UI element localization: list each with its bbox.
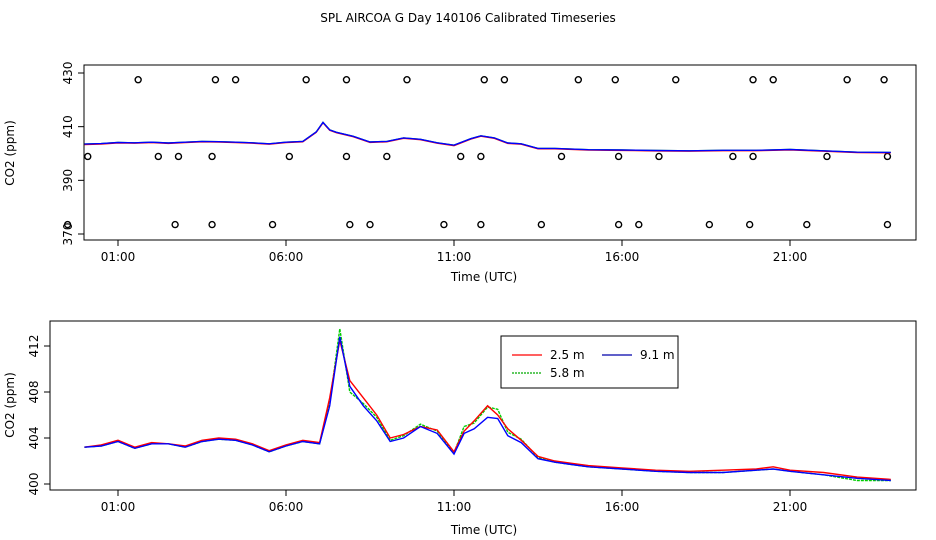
calibration-point xyxy=(672,76,680,84)
calibration-point xyxy=(480,76,488,84)
calibration-point xyxy=(574,76,583,84)
series-line-9-1--m xyxy=(84,336,891,482)
calibration-point xyxy=(366,220,374,229)
bottom-x-tick-label: 21:00 xyxy=(773,500,808,514)
calibration-point xyxy=(557,152,566,161)
top-x-tick-label: 11:00 xyxy=(437,250,472,264)
top-x-axis: 01:00 06:00 11:00 16:00 21:00 xyxy=(101,240,808,264)
calibration-point xyxy=(500,76,509,84)
calibration-point xyxy=(84,152,92,161)
calibration-point xyxy=(823,152,831,161)
legend-label-2-5m: 2.5 m xyxy=(550,348,585,362)
legend-label-9-1m: 9.1 m xyxy=(640,348,675,362)
calibration-point xyxy=(208,152,216,161)
legend: 2.5 m 9.1 m 5.8 m xyxy=(500,335,679,389)
calibration-point xyxy=(63,220,72,229)
top-x-tick-label: 21:00 xyxy=(773,250,808,264)
bottom-x-tick-label: 16:00 xyxy=(605,500,640,514)
calibration-point xyxy=(383,152,391,161)
calibration-panel: 370 390 410 430 01:00 06:00 11:00 16:00 21:00 T… xyxy=(3,62,917,284)
bottom-y-tick-label: 400 xyxy=(27,473,41,496)
calibration-point xyxy=(477,220,485,229)
bottom-y-tick-label: 404 xyxy=(27,427,41,450)
calibration-point xyxy=(285,152,294,161)
top-series-blue xyxy=(84,121,891,154)
top-x-tick-label: 16:00 xyxy=(605,250,640,264)
top-x-axis-title: Time (UTC) xyxy=(450,270,517,284)
series-line-5-8--m xyxy=(84,328,891,482)
bottom-y-axis: 400 404 408 412 xyxy=(27,335,50,496)
calibration-point xyxy=(403,76,411,84)
calibration-point xyxy=(302,76,310,84)
calibration-point xyxy=(803,220,811,229)
calibration-point xyxy=(440,220,448,229)
bottom-y-tick-label: 408 xyxy=(27,381,41,404)
calibration-point xyxy=(174,152,183,161)
top-y-axis: 370 390 410 430 xyxy=(61,62,84,246)
top-y-tick-label: 410 xyxy=(61,115,75,138)
calibration-point xyxy=(729,152,737,161)
series-line-2-5--m xyxy=(84,340,891,481)
calibration-point xyxy=(769,76,777,84)
calibration-point xyxy=(342,152,351,161)
calibration-point xyxy=(268,220,277,229)
calibration-point xyxy=(211,76,220,84)
calibration-point xyxy=(477,152,485,161)
calibration-point xyxy=(883,220,892,229)
calibration-point xyxy=(880,76,888,84)
calibration-point xyxy=(749,152,757,161)
calibration-point xyxy=(208,220,216,229)
calibration-point xyxy=(231,76,240,84)
top-co2-line xyxy=(84,121,891,154)
calibration-point xyxy=(134,76,142,84)
bottom-x-tick-label: 11:00 xyxy=(437,500,472,514)
bottom-x-tick-label: 06:00 xyxy=(269,500,304,514)
calibration-point xyxy=(537,220,546,229)
calibration-point xyxy=(655,152,663,161)
bottom-series-lines xyxy=(84,328,891,482)
calibration-point xyxy=(614,152,623,161)
bottom-y-axis-title: CO2 (ppm) xyxy=(3,372,17,438)
top-plot-frame xyxy=(83,64,917,241)
top-x-tick-label: 01:00 xyxy=(101,250,136,264)
calibration-point xyxy=(635,220,643,229)
calibration-point xyxy=(614,220,623,229)
profile-panel: 400 404 408 412 01:00 06:00 11:00 16:00 21:00 T… xyxy=(3,320,917,537)
calibration-point xyxy=(749,76,757,84)
top-y-tick-label: 390 xyxy=(61,169,75,192)
calibration-point xyxy=(705,220,714,229)
calibration-point xyxy=(457,152,465,161)
chart-title: SPL AIRCOA G Day 140106 Calibrated Times… xyxy=(320,11,615,25)
calibration-point xyxy=(611,76,619,84)
bottom-y-tick-label: 412 xyxy=(27,335,41,358)
bottom-x-axis: 01:00 06:00 11:00 16:00 21:00 xyxy=(101,490,808,514)
top-x-tick-label: 06:00 xyxy=(269,250,304,264)
calibration-point xyxy=(171,220,179,229)
calibration-point xyxy=(342,76,351,84)
calibration-point xyxy=(843,76,851,84)
top-y-axis-title: CO2 (ppm) xyxy=(3,120,17,186)
top-y-tick-label: 430 xyxy=(61,62,75,85)
bottom-x-axis-title: Time (UTC) xyxy=(450,523,517,537)
bottom-x-tick-label: 01:00 xyxy=(101,500,136,514)
calibration-point xyxy=(745,220,754,229)
top-y-tick-label: 370 xyxy=(61,223,75,246)
legend-box xyxy=(500,335,679,389)
legend-label-5-8m: 5.8 m xyxy=(550,366,585,380)
top-series-red xyxy=(84,121,891,154)
calibration-point xyxy=(154,152,163,161)
calibration-point xyxy=(346,220,354,229)
calibration-points xyxy=(63,76,892,229)
calibration-point xyxy=(883,152,892,161)
bottom-plot-frame xyxy=(49,320,917,491)
